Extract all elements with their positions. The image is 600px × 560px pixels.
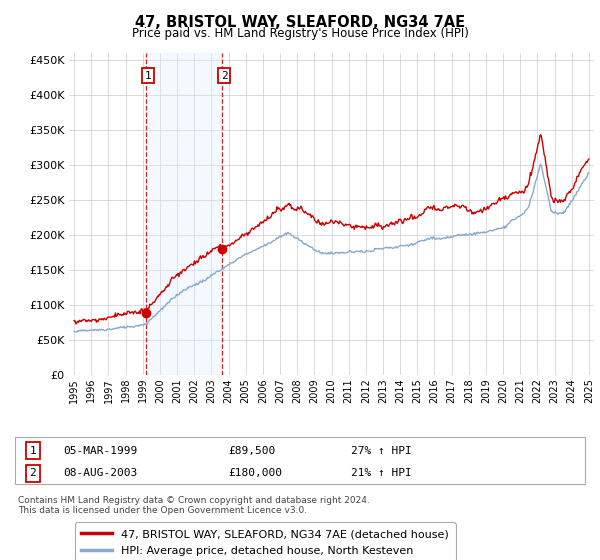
Text: Contains HM Land Registry data © Crown copyright and database right 2024.
This d: Contains HM Land Registry data © Crown c…	[18, 496, 370, 515]
Text: 2: 2	[221, 71, 227, 81]
Text: 21% ↑ HPI: 21% ↑ HPI	[351, 468, 412, 478]
Text: 27% ↑ HPI: 27% ↑ HPI	[351, 446, 412, 456]
Text: 1: 1	[145, 71, 152, 81]
Text: £89,500: £89,500	[228, 446, 275, 456]
Bar	[146, 53, 221, 375]
Text: Price paid vs. HM Land Registry's House Price Index (HPI): Price paid vs. HM Land Registry's House …	[131, 27, 469, 40]
Text: 08-AUG-2003: 08-AUG-2003	[63, 468, 137, 478]
Text: 1: 1	[29, 446, 37, 456]
Text: 05-MAR-1999: 05-MAR-1999	[63, 446, 137, 456]
Text: £180,000: £180,000	[228, 468, 282, 478]
Legend: 47, BRISTOL WAY, SLEAFORD, NG34 7AE (detached house), HPI: Average price, detach: 47, BRISTOL WAY, SLEAFORD, NG34 7AE (det…	[74, 522, 455, 560]
Text: 2: 2	[29, 468, 37, 478]
Text: 47, BRISTOL WAY, SLEAFORD, NG34 7AE: 47, BRISTOL WAY, SLEAFORD, NG34 7AE	[135, 15, 465, 30]
